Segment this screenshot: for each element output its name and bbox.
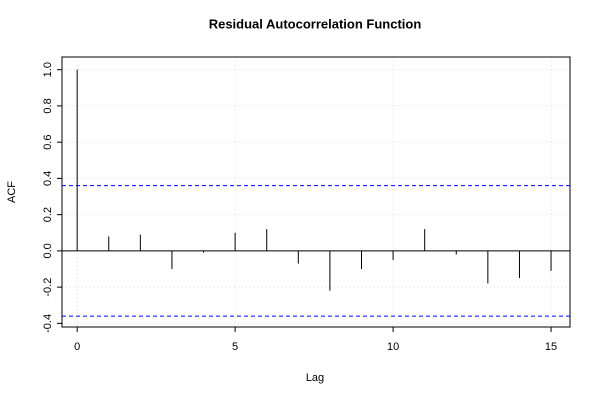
y-tick-label: 0.4 (42, 171, 54, 186)
y-axis-label: ACF (6, 181, 18, 203)
chart-title: Residual Autocorrelation Function (209, 16, 422, 31)
x-tick-label: 5 (232, 341, 238, 353)
y-tick-label: 0.2 (42, 207, 54, 222)
y-tick-label: -0.2 (42, 278, 54, 297)
y-tick-label: -0.4 (42, 314, 54, 333)
y-tick-label: 1.0 (42, 62, 54, 77)
y-tick-label: 0.0 (42, 243, 54, 258)
y-tick-label: 0.6 (42, 135, 54, 150)
x-tick-label: 15 (545, 341, 557, 353)
x-tick-label: 10 (387, 341, 399, 353)
plot-frame (61, 56, 571, 328)
x-axis-label: Lag (306, 372, 324, 384)
y-tick-label: 0.8 (42, 98, 54, 113)
x-tick-label: 0 (74, 341, 80, 353)
